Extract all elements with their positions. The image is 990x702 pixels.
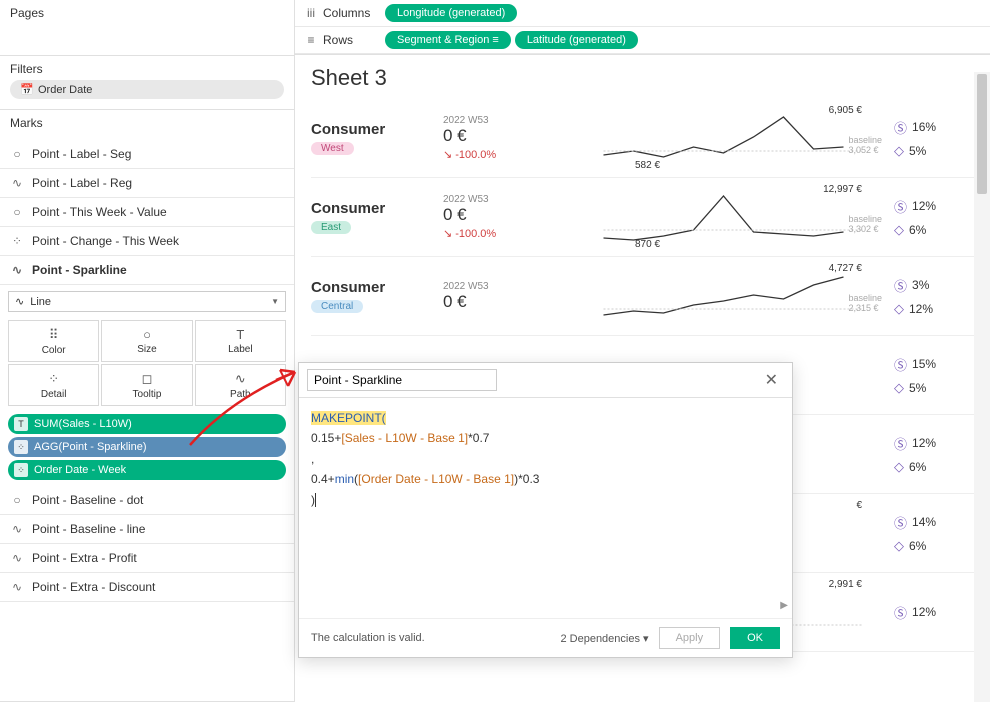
marks-layer-item[interactable]: ∿Point - Label - Reg xyxy=(0,169,294,198)
marks-layer-item[interactable]: ∿Point - Baseline - line xyxy=(0,515,294,544)
apply-button[interactable]: Apply xyxy=(659,627,721,649)
columns-icon: iii xyxy=(305,6,317,20)
shelf-path[interactable]: ∿Path xyxy=(195,364,286,406)
tok: *0.7 xyxy=(468,431,489,445)
vertical-scrollbar[interactable] xyxy=(974,72,990,702)
ok-button[interactable]: OK xyxy=(730,627,780,649)
marks-layer-item[interactable]: ⁘Point - Change - This Week xyxy=(0,227,294,256)
rows-label: Rows xyxy=(323,33,353,47)
shelf-pill[interactable]: Longitude (generated) xyxy=(385,4,517,22)
shelf-size[interactable]: ○Size xyxy=(101,320,192,362)
shelf-detail[interactable]: ⁘Detail xyxy=(8,364,99,406)
shelf-label[interactable]: TLabel xyxy=(195,320,286,362)
marks-pill[interactable]: ⁘AGG(Point - Sparkline) xyxy=(8,437,286,457)
shelf-tooltip[interactable]: ◻Tooltip xyxy=(101,364,192,406)
marks-pill[interactable]: TSUM(Sales - L10W) xyxy=(8,414,286,434)
calendar-icon: 📅 xyxy=(20,83,32,96)
data-card-row: Consumer Central 2022 W53 0 € 4,727 € ba… xyxy=(311,257,974,336)
tok: 0.15+ xyxy=(311,431,341,445)
marks-layer-item[interactable]: ∿Point - Sparkline xyxy=(0,256,294,285)
shelf-pill[interactable]: Latitude (generated) xyxy=(515,31,638,49)
rows-icon: ≡ xyxy=(305,33,317,47)
columns-shelf[interactable]: iii Columns Longitude (generated) xyxy=(295,0,990,27)
tok: 0.4+ xyxy=(311,472,335,486)
columns-label: Columns xyxy=(323,6,370,20)
tok: [Order Date - L10W - Base 1] xyxy=(358,472,514,486)
dependencies-dropdown[interactable]: 2 Dependencies ▾ xyxy=(560,632,648,645)
tok: )*0.3 xyxy=(514,472,539,486)
marks-pill[interactable]: ⁘Order Date - Week xyxy=(8,460,286,480)
expand-icon[interactable]: ▶ xyxy=(780,597,788,614)
shelf-color[interactable]: ⠿Color xyxy=(8,320,99,362)
tok: min xyxy=(335,472,354,486)
data-card-row: Consumer East 2022 W53 0 € ↘-100.0% 12,9… xyxy=(311,178,974,257)
calculation-editor-dialog: ✕ MAKEPOINT( 0.15+[Sales - L10W - Base 1… xyxy=(298,362,793,658)
marks-layer-item[interactable]: ∿Point - Extra - Profit xyxy=(0,544,294,573)
tok: MAKEPOINT( xyxy=(311,411,386,425)
pages-title: Pages xyxy=(10,6,284,20)
filters-title: Filters xyxy=(10,62,284,76)
calc-status: The calculation is valid. xyxy=(311,632,550,644)
filters-shelf[interactable]: Filters 📅 Order Date xyxy=(0,56,294,110)
close-icon[interactable]: ✕ xyxy=(759,370,784,390)
marks-panel: Marks ○Point - Label - Seg∿Point - Label… xyxy=(0,110,294,702)
mark-type-select[interactable]: ∿Line▼ xyxy=(8,291,286,312)
marks-layer-item[interactable]: ○Point - Label - Seg xyxy=(0,140,294,169)
rows-shelf[interactable]: ≡ Rows Segment & Region ≡Latitude (genera… xyxy=(295,27,990,54)
left-panel: Pages Filters 📅 Order Date Marks ○Point … xyxy=(0,0,295,702)
sheet-title: Sheet 3 xyxy=(311,65,974,91)
marks-layer-item[interactable]: ○Point - This Week - Value xyxy=(0,198,294,227)
pages-shelf[interactable]: Pages xyxy=(0,0,294,56)
filter-pill-order-date[interactable]: 📅 Order Date xyxy=(10,80,284,99)
shelves-area: iii Columns Longitude (generated) ≡ Rows S… xyxy=(295,0,990,55)
calc-formula-editor[interactable]: MAKEPOINT( 0.15+[Sales - L10W - Base 1]*… xyxy=(299,398,792,618)
shelf-pill[interactable]: Segment & Region ≡ xyxy=(385,31,511,49)
marks-layer-item[interactable]: ○Point - Baseline - dot xyxy=(0,486,294,515)
marks-title: Marks xyxy=(0,110,294,136)
tok: , xyxy=(311,452,314,466)
marks-layer-item[interactable]: ∿Point - Extra - Discount xyxy=(0,573,294,602)
filter-pill-label: Order Date xyxy=(38,84,92,96)
calc-name-input[interactable] xyxy=(307,369,497,391)
tok: [Sales - L10W - Base 1] xyxy=(341,431,468,445)
data-card-row: Consumer West 2022 W53 0 € ↘-100.0% 6,90… xyxy=(311,99,974,178)
